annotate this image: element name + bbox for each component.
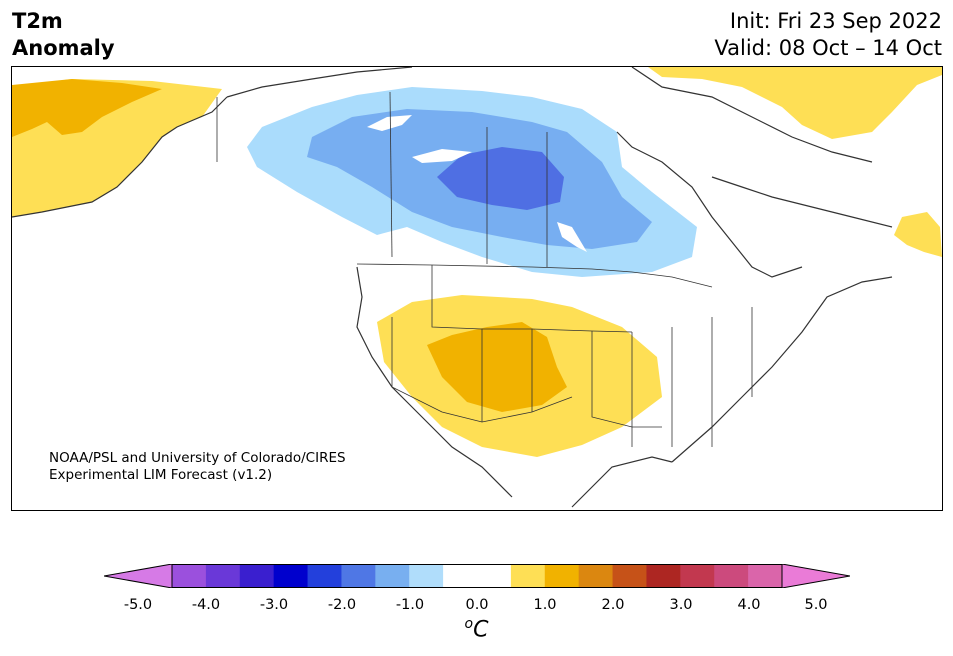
colorbar-ticks: -5.0 -4.0 -3.0 -2.0 -1.0 0.0 1.0 2.0 3.0… (0, 597, 953, 617)
chart-title: T2m Anomaly (12, 8, 115, 62)
unit-superscript: o (464, 616, 474, 632)
colorbar-tick: 3.0 (669, 597, 693, 613)
colorbar-cell (307, 564, 342, 588)
colorbar-tick: 5.0 (804, 597, 828, 613)
warm-region-greenland (648, 67, 942, 139)
title-line-2: Anomaly (12, 36, 115, 60)
credit-text: NOAA/PSL and University of Colorado/CIRE… (49, 450, 346, 484)
political-borders (216, 91, 753, 447)
warm-region-newfoundland (894, 212, 942, 257)
colorbar-left-extension (104, 564, 173, 588)
colorbar-cell (172, 564, 207, 588)
colorbar (104, 564, 850, 588)
lake-winnipeg-shape (557, 222, 587, 252)
coastline-outlines (12, 67, 893, 508)
colorbar-unit: oC (0, 616, 953, 642)
colorbar-tick: -1.0 (395, 597, 425, 613)
colorbar-tick: -4.0 (191, 597, 221, 613)
colorbar-cell (510, 564, 546, 588)
colorbar-cell (341, 564, 376, 588)
warm-region-alaska-inner (12, 79, 162, 137)
colorbar-tick: -2.0 (327, 597, 357, 613)
anomaly-map (11, 66, 943, 511)
init-date: Init: Fri 23 Sep 2022 (729, 9, 942, 33)
colorbar-cell (273, 564, 309, 588)
great-slave-lake-shape (412, 149, 472, 163)
credit-line-2: Experimental LIM Forecast (v1.2) (49, 467, 273, 483)
colorbar-cell (239, 564, 275, 588)
colorbar-tick: 1.0 (533, 597, 557, 613)
colorbar-cell (612, 564, 647, 588)
colorbar-cell (578, 564, 614, 588)
colorbar-tick: 2.0 (601, 597, 625, 613)
hudson-bay-lake-shape (367, 115, 412, 131)
unit-letter: C (473, 617, 489, 643)
cold-region-inner (437, 147, 564, 210)
colorbar-cell (680, 564, 715, 588)
colorbar-border (171, 564, 783, 588)
colorbar-cell (443, 564, 478, 588)
colorbar-tick: -3.0 (259, 597, 289, 613)
colorbar-cell (748, 564, 783, 588)
title-line-1: T2m (12, 9, 63, 33)
colorbar-tick: -5.0 (123, 597, 153, 613)
colorbar-cell (205, 564, 241, 588)
forecast-dates: Init: Fri 23 Sep 2022 Valid: 08 Oct – 14… (714, 8, 942, 62)
colorbar-cell (714, 564, 749, 588)
colorbar-cell (646, 564, 681, 588)
map-svg (12, 67, 942, 508)
valid-range: Valid: 08 Oct – 14 Oct (714, 36, 942, 60)
colorbar-tick: 4.0 (737, 597, 761, 613)
colorbar-cell (375, 564, 410, 588)
colorbar-cell (409, 564, 444, 588)
colorbar-cells (172, 564, 783, 588)
colorbar-cell (544, 564, 580, 588)
colorbar-cell (477, 564, 512, 588)
credit-line-1: NOAA/PSL and University of Colorado/CIRE… (49, 450, 346, 466)
colorbar-tick: 0.0 (465, 597, 489, 613)
colorbar-right-extension (781, 564, 850, 588)
